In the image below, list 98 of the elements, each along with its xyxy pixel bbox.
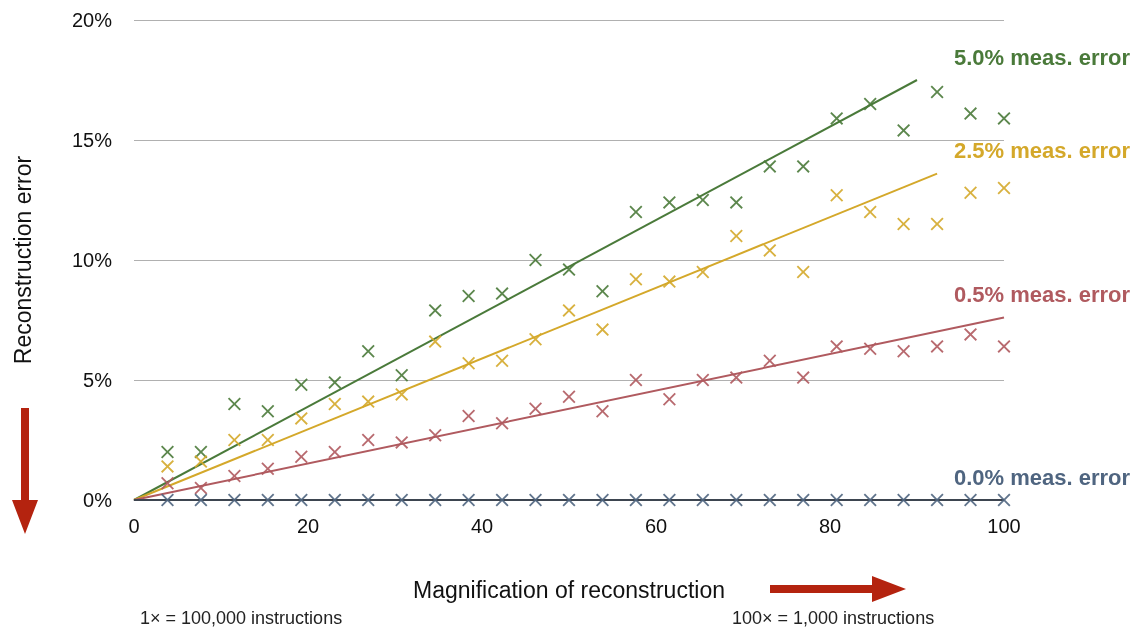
point <box>595 404 609 418</box>
point <box>830 339 844 353</box>
point <box>863 493 877 507</box>
point <box>194 445 208 459</box>
point <box>930 85 944 99</box>
text: 100× = 1,000 instructions <box>732 608 935 629</box>
point <box>863 342 877 356</box>
point <box>763 243 777 257</box>
point <box>529 402 543 416</box>
y-tick-label: 5% <box>83 369 113 391</box>
point <box>796 371 810 385</box>
x-tick-label: 100 <box>987 515 1021 537</box>
text: 1× = 100,000 instructions <box>140 608 343 629</box>
x-axis-title: Magnification of reconstruction <box>413 576 725 603</box>
x-tick-label: 60 <box>644 515 668 537</box>
point <box>964 186 978 200</box>
point <box>495 416 509 430</box>
point <box>595 284 609 298</box>
point <box>428 303 442 317</box>
point <box>796 159 810 173</box>
point <box>562 493 576 507</box>
point <box>629 205 643 219</box>
y-tick-label: 15% <box>71 129 113 151</box>
series-label: 0.5% meas. error <box>953 282 1131 308</box>
point <box>629 493 643 507</box>
x-tick-label: 0 <box>128 515 140 537</box>
point <box>160 476 174 490</box>
point <box>964 327 978 341</box>
point <box>395 387 409 401</box>
x-tick-label: 40 <box>470 515 494 537</box>
point <box>428 493 442 507</box>
point <box>361 493 375 507</box>
point <box>294 450 308 464</box>
point <box>428 335 442 349</box>
point <box>361 433 375 447</box>
point <box>294 411 308 425</box>
point <box>930 493 944 507</box>
point <box>897 123 911 137</box>
point <box>328 375 342 389</box>
point <box>662 275 676 289</box>
point <box>194 493 208 507</box>
point <box>662 195 676 209</box>
x-tick-label: 20 <box>296 515 320 537</box>
point <box>328 493 342 507</box>
point <box>897 344 911 358</box>
point <box>997 493 1011 507</box>
series-label: 2.5% meas. error <box>953 138 1131 164</box>
point <box>328 397 342 411</box>
y-axis-title: Reconstruction error <box>9 155 36 365</box>
point <box>763 493 777 507</box>
point <box>662 392 676 406</box>
series-label: 0.0% meas. error <box>953 464 1131 490</box>
point <box>796 493 810 507</box>
point <box>629 272 643 286</box>
point <box>328 445 342 459</box>
point <box>495 493 509 507</box>
point <box>194 481 208 495</box>
point <box>261 462 275 476</box>
point <box>261 433 275 447</box>
point <box>462 356 476 370</box>
point <box>696 193 710 207</box>
point <box>562 390 576 404</box>
point <box>696 493 710 507</box>
point <box>729 493 743 507</box>
point <box>395 435 409 449</box>
point <box>863 97 877 111</box>
point <box>595 323 609 337</box>
point <box>830 111 844 125</box>
y-tick-label: 0% <box>83 489 113 511</box>
y-tick-label: 10% <box>71 249 113 271</box>
x-tick-label: 80 <box>818 515 842 537</box>
point <box>294 378 308 392</box>
point <box>361 395 375 409</box>
point <box>763 354 777 368</box>
y-tick-label: 20% <box>71 9 113 31</box>
point <box>729 195 743 209</box>
point <box>361 344 375 358</box>
point <box>729 371 743 385</box>
point <box>395 368 409 382</box>
point <box>930 217 944 231</box>
point <box>830 188 844 202</box>
point <box>729 229 743 243</box>
point <box>696 265 710 279</box>
point <box>629 373 643 387</box>
point <box>160 459 174 473</box>
point <box>863 205 877 219</box>
point <box>930 339 944 353</box>
point <box>964 107 978 121</box>
point <box>261 404 275 418</box>
point <box>495 354 509 368</box>
series-label: 5.0% meas. error <box>953 44 1131 70</box>
point <box>294 493 308 507</box>
point <box>696 373 710 387</box>
point <box>428 428 442 442</box>
point <box>997 181 1011 195</box>
point <box>796 265 810 279</box>
point <box>763 159 777 173</box>
point <box>261 493 275 507</box>
